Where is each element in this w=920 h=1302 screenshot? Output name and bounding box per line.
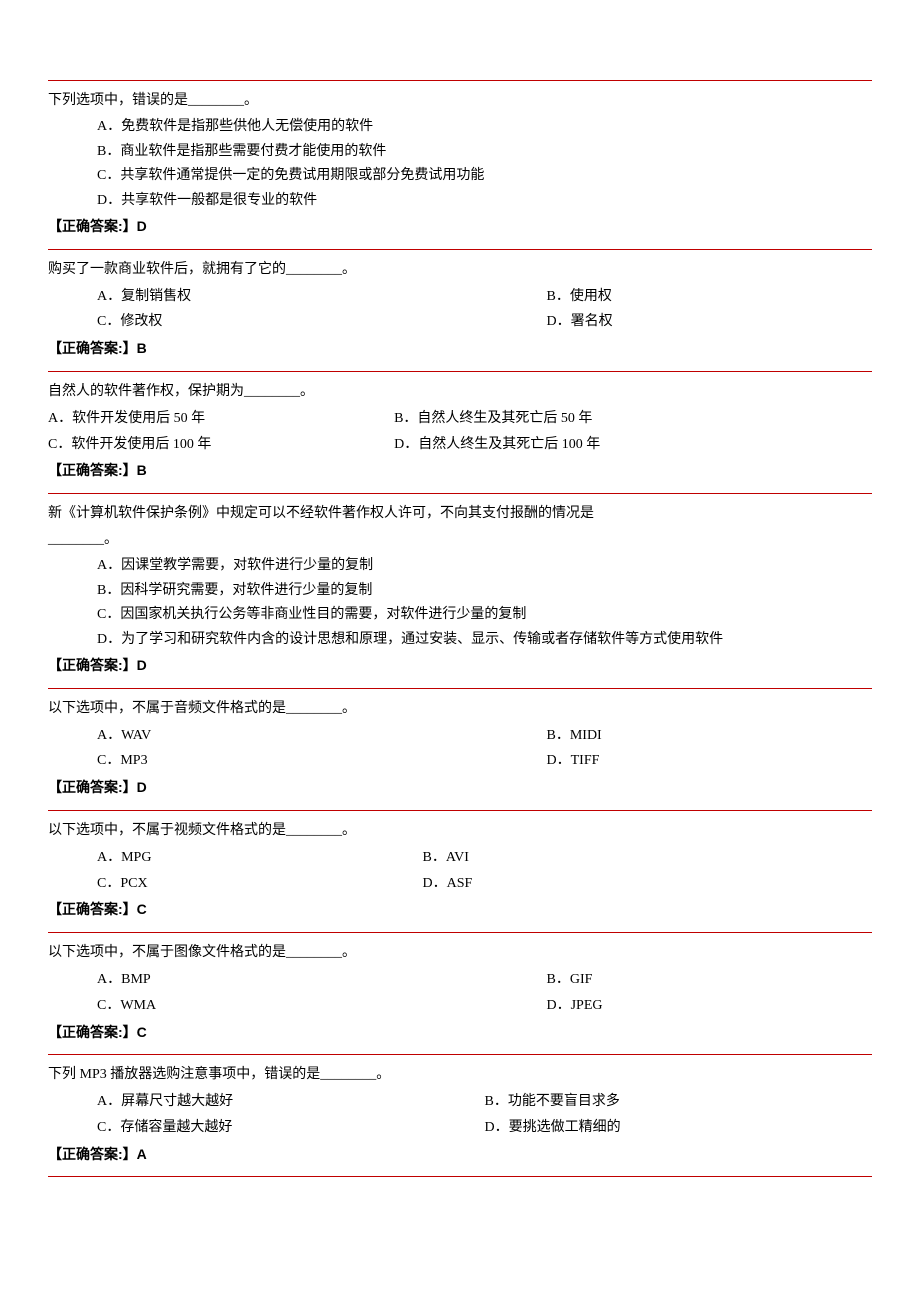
option-a: A．软件开发使用后 50 年 bbox=[48, 407, 394, 431]
correct-answer: 【正确答案:】D bbox=[48, 776, 872, 800]
question-3: 自然人的软件著作权，保护期为________。 A．软件开发使用后 50 年 B… bbox=[48, 371, 872, 493]
correct-answer: 【正确答案:】C bbox=[48, 1021, 872, 1045]
option-c: C．存储容量越大越好 bbox=[97, 1116, 485, 1140]
option-c: C．修改权 bbox=[97, 310, 547, 334]
options: A．软件开发使用后 50 年 B．自然人终生及其死亡后 50 年 C．软件开发使… bbox=[48, 406, 872, 458]
option-c: C．MP3 bbox=[97, 749, 547, 773]
options: A．屏幕尺寸越大越好 B．功能不要盲目求多 C．存储容量越大越好 D．要挑选做工… bbox=[48, 1089, 872, 1141]
options: A．BMP B．GIF C．WMA D．JPEG bbox=[48, 967, 872, 1019]
question-stem: 新《计算机软件保护条例》中规定可以不经软件著作权人许可，不向其支付报酬的情况是 bbox=[48, 502, 872, 526]
question-stem: 下列 MP3 播放器选购注意事项中，错误的是________。 bbox=[48, 1063, 872, 1087]
question-stem: 以下选项中，不属于图像文件格式的是________。 bbox=[48, 941, 872, 965]
question-5: 以下选项中，不属于音频文件格式的是________。 A．WAV B．MIDI … bbox=[48, 688, 872, 810]
option-b: B．商业软件是指那些需要付费才能使用的软件 bbox=[97, 140, 872, 164]
option-d: D．JPEG bbox=[547, 994, 873, 1018]
question-stem: 以下选项中，不属于视频文件格式的是________。 bbox=[48, 819, 872, 843]
option-a: A．MPG bbox=[97, 846, 423, 870]
option-a: A．复制销售权 bbox=[97, 285, 547, 309]
option-d: D．要挑选做工精细的 bbox=[485, 1116, 873, 1140]
option-b: B．功能不要盲目求多 bbox=[485, 1090, 873, 1114]
correct-answer: 【正确答案:】C bbox=[48, 898, 872, 922]
question-stem: 自然人的软件著作权，保护期为________。 bbox=[48, 380, 872, 404]
option-b: B．因科学研究需要，对软件进行少量的复制 bbox=[97, 579, 872, 603]
option-a: A．屏幕尺寸越大越好 bbox=[97, 1090, 485, 1114]
question-6: 以下选项中，不属于视频文件格式的是________。 A．MPG B．AVI C… bbox=[48, 810, 872, 932]
question-stem: 购买了一款商业软件后，就拥有了它的________。 bbox=[48, 258, 872, 282]
options: A．MPG B．AVI C．PCX D．ASF bbox=[48, 845, 872, 897]
options: A．复制销售权 B．使用权 C．修改权 D．署名权 bbox=[48, 284, 872, 336]
option-d: D．TIFF bbox=[547, 749, 873, 773]
option-d: D．署名权 bbox=[547, 310, 873, 334]
option-d: D．ASF bbox=[423, 872, 873, 896]
option-b: B．GIF bbox=[547, 968, 873, 992]
option-c: C．因国家机关执行公务等非商业性目的需要，对软件进行少量的复制 bbox=[97, 603, 872, 627]
correct-answer: 【正确答案:】B bbox=[48, 459, 872, 483]
question-stem: 下列选项中，错误的是________。 bbox=[48, 89, 872, 113]
correct-answer: 【正确答案:】B bbox=[48, 337, 872, 361]
option-d: D．共享软件一般都是很专业的软件 bbox=[97, 189, 872, 213]
correct-answer: 【正确答案:】D bbox=[48, 654, 872, 678]
options: A．WAV B．MIDI C．MP3 D．TIFF bbox=[48, 723, 872, 775]
option-a: A．免费软件是指那些供他人无偿使用的软件 bbox=[97, 115, 872, 139]
correct-answer: 【正确答案:】A bbox=[48, 1143, 872, 1167]
question-stem-cont: ________。 bbox=[48, 528, 872, 552]
options: A．免费软件是指那些供他人无偿使用的软件 B．商业软件是指那些需要付费才能使用的… bbox=[48, 115, 872, 213]
option-c: C．WMA bbox=[97, 994, 547, 1018]
option-a: A．BMP bbox=[97, 968, 547, 992]
question-4: 新《计算机软件保护条例》中规定可以不经软件著作权人许可，不向其支付报酬的情况是 … bbox=[48, 493, 872, 688]
options: A．因课堂教学需要，对软件进行少量的复制 B．因科学研究需要，对软件进行少量的复… bbox=[48, 554, 872, 652]
option-b: B．MIDI bbox=[547, 724, 873, 748]
question-8: 下列 MP3 播放器选购注意事项中，错误的是________。 A．屏幕尺寸越大… bbox=[48, 1054, 872, 1177]
option-c: C．软件开发使用后 100 年 bbox=[48, 433, 394, 457]
question-stem: 以下选项中，不属于音频文件格式的是________。 bbox=[48, 697, 872, 721]
correct-answer: 【正确答案:】D bbox=[48, 215, 872, 239]
option-b: B．使用权 bbox=[547, 285, 873, 309]
option-a: A．WAV bbox=[97, 724, 547, 748]
option-d: D．为了学习和研究软件内含的设计思想和原理，通过安装、显示、传输或者存储软件等方… bbox=[97, 628, 872, 652]
option-b: B．AVI bbox=[423, 846, 873, 870]
question-2: 购买了一款商业软件后，就拥有了它的________。 A．复制销售权 B．使用权… bbox=[48, 249, 872, 371]
option-c: C．PCX bbox=[97, 872, 423, 896]
option-b: B．自然人终生及其死亡后 50 年 bbox=[394, 407, 872, 431]
question-7: 以下选项中，不属于图像文件格式的是________。 A．BMP B．GIF C… bbox=[48, 932, 872, 1054]
option-d: D．自然人终生及其死亡后 100 年 bbox=[394, 433, 872, 457]
option-c: C．共享软件通常提供一定的免费试用期限或部分免费试用功能 bbox=[97, 164, 872, 188]
question-1: 下列选项中，错误的是________。 A．免费软件是指那些供他人无偿使用的软件… bbox=[48, 80, 872, 249]
option-a: A．因课堂教学需要，对软件进行少量的复制 bbox=[97, 554, 872, 578]
